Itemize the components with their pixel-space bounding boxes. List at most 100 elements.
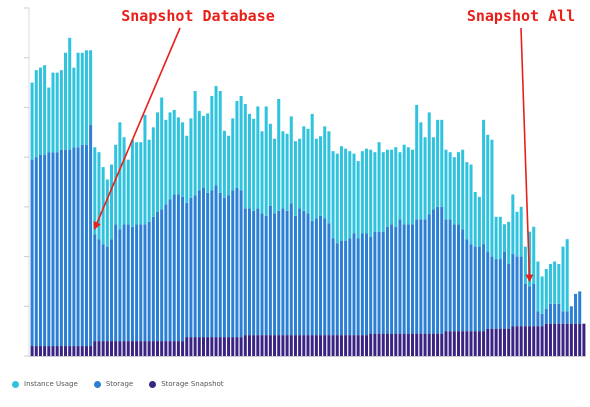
bar-storage-snapshot-63[interactable] bbox=[293, 335, 297, 356]
bar-storage-8[interactable] bbox=[64, 149, 68, 347]
bar-storage-snapshot-30[interactable] bbox=[156, 341, 160, 356]
bar-storage-snapshot-116[interactable] bbox=[515, 326, 519, 356]
bar-storage-snapshot-17[interactable] bbox=[101, 341, 105, 356]
bar-storage-117[interactable] bbox=[519, 256, 523, 327]
bar-storage-snapshot-14[interactable] bbox=[89, 346, 93, 356]
bar-storage-snapshot-4[interactable] bbox=[47, 346, 51, 356]
bar-storage-snapshot-91[interactable] bbox=[411, 333, 415, 356]
bar-instance-usage-128[interactable] bbox=[565, 239, 569, 312]
bar-storage-90[interactable] bbox=[406, 224, 410, 334]
bar-instance-usage-96[interactable] bbox=[431, 137, 435, 210]
bar-storage-70[interactable] bbox=[323, 218, 327, 336]
bar-storage-56[interactable] bbox=[264, 215, 268, 336]
bar-instance-usage-102[interactable] bbox=[456, 152, 460, 225]
bar-instance-usage-16[interactable] bbox=[97, 152, 101, 240]
bar-instance-usage-72[interactable] bbox=[331, 151, 335, 239]
bar-storage-86[interactable] bbox=[390, 224, 394, 334]
bar-storage-snapshot-36[interactable] bbox=[181, 341, 185, 356]
bar-storage-snapshot-61[interactable] bbox=[285, 335, 289, 356]
bar-instance-usage-31[interactable] bbox=[160, 97, 164, 210]
bar-instance-usage-65[interactable] bbox=[302, 126, 306, 211]
bar-storage-84[interactable] bbox=[381, 231, 385, 334]
bar-storage-snapshot-100[interactable] bbox=[448, 331, 452, 356]
bar-storage-snapshot-131[interactable] bbox=[578, 323, 582, 356]
bar-instance-usage-84[interactable] bbox=[381, 152, 385, 232]
bar-storage-50[interactable] bbox=[239, 190, 243, 338]
bar-storage-snapshot-55[interactable] bbox=[260, 335, 264, 356]
bar-instance-usage-53[interactable] bbox=[252, 118, 256, 211]
bar-storage-snapshot-42[interactable] bbox=[206, 337, 210, 356]
bar-storage-snapshot-92[interactable] bbox=[415, 333, 419, 356]
bar-storage-snapshot-59[interactable] bbox=[277, 335, 281, 356]
bar-storage-3[interactable] bbox=[43, 154, 47, 347]
bar-storage-46[interactable] bbox=[222, 197, 226, 338]
bar-storage-snapshot-99[interactable] bbox=[444, 331, 448, 356]
bar-instance-usage-123[interactable] bbox=[544, 269, 548, 309]
bar-storage-128[interactable] bbox=[565, 311, 569, 324]
bar-instance-usage-81[interactable] bbox=[369, 149, 373, 237]
bar-storage-81[interactable] bbox=[369, 236, 373, 334]
bar-storage-61[interactable] bbox=[285, 210, 289, 336]
bar-instance-usage-47[interactable] bbox=[227, 135, 231, 196]
bar-storage-95[interactable] bbox=[427, 214, 431, 334]
bar-instance-usage-69[interactable] bbox=[319, 136, 323, 216]
bar-storage-5[interactable] bbox=[51, 152, 55, 347]
bar-storage-snapshot-76[interactable] bbox=[348, 335, 352, 356]
bar-instance-usage-1[interactable] bbox=[34, 70, 38, 158]
bar-instance-usage-40[interactable] bbox=[197, 110, 201, 191]
bar-storage-snapshot-37[interactable] bbox=[185, 337, 189, 356]
bar-instance-usage-34[interactable] bbox=[172, 109, 176, 195]
bar-instance-usage-122[interactable] bbox=[540, 276, 544, 314]
bar-storage-114[interactable] bbox=[507, 264, 511, 329]
bar-storage-snapshot-31[interactable] bbox=[160, 341, 164, 356]
bar-storage-22[interactable] bbox=[122, 224, 126, 342]
bar-instance-usage-97[interactable] bbox=[436, 119, 440, 207]
bar-instance-usage-3[interactable] bbox=[43, 65, 47, 155]
bar-storage-snapshot-75[interactable] bbox=[344, 335, 348, 356]
bar-storage-snapshot-15[interactable] bbox=[93, 341, 97, 356]
bar-instance-usage-32[interactable] bbox=[164, 119, 168, 205]
bar-storage-23[interactable] bbox=[126, 224, 130, 342]
bar-storage-124[interactable] bbox=[548, 303, 552, 324]
bar-storage-109[interactable] bbox=[486, 251, 490, 329]
bar-storage-99[interactable] bbox=[444, 219, 448, 332]
bar-instance-usage-24[interactable] bbox=[130, 139, 134, 227]
bar-storage-48[interactable] bbox=[231, 190, 235, 338]
bar-storage-120[interactable] bbox=[532, 283, 536, 327]
bar-storage-113[interactable] bbox=[502, 251, 506, 329]
bar-storage-93[interactable] bbox=[419, 219, 423, 334]
bar-storage-snapshot-27[interactable] bbox=[143, 341, 147, 356]
bar-storage-snapshot-107[interactable] bbox=[477, 331, 481, 356]
bar-storage-26[interactable] bbox=[139, 224, 143, 342]
bar-instance-usage-86[interactable] bbox=[390, 149, 394, 225]
bar-storage-snapshot-80[interactable] bbox=[365, 335, 369, 356]
bar-storage-snapshot-74[interactable] bbox=[339, 335, 343, 356]
bar-storage-snapshot-67[interactable] bbox=[310, 335, 314, 356]
bar-instance-usage-15[interactable] bbox=[93, 147, 97, 235]
bar-storage-snapshot-113[interactable] bbox=[502, 328, 506, 356]
bar-instance-usage-55[interactable] bbox=[260, 131, 264, 214]
bar-storage-snapshot-16[interactable] bbox=[97, 341, 101, 356]
bar-instance-usage-37[interactable] bbox=[185, 135, 189, 203]
bar-storage-snapshot-128[interactable] bbox=[565, 323, 569, 356]
bar-instance-usage-93[interactable] bbox=[419, 122, 423, 220]
bar-instance-usage-77[interactable] bbox=[352, 153, 356, 234]
bar-storage-131[interactable] bbox=[578, 291, 582, 324]
bar-instance-usage-127[interactable] bbox=[561, 246, 565, 312]
bar-instance-usage-2[interactable] bbox=[38, 67, 42, 155]
bar-storage-28[interactable] bbox=[147, 221, 151, 342]
bar-storage-snapshot-58[interactable] bbox=[273, 335, 277, 356]
bar-instance-usage-59[interactable] bbox=[277, 98, 281, 211]
bar-storage-115[interactable] bbox=[511, 254, 515, 327]
bar-instance-usage-61[interactable] bbox=[285, 133, 289, 211]
bar-instance-usage-117[interactable] bbox=[519, 206, 523, 257]
bar-instance-usage-63[interactable] bbox=[293, 141, 297, 216]
bar-storage-snapshot-7[interactable] bbox=[59, 346, 63, 356]
bar-storage-snapshot-77[interactable] bbox=[352, 335, 356, 356]
bar-instance-usage-64[interactable] bbox=[298, 138, 302, 209]
bar-storage-snapshot-46[interactable] bbox=[222, 337, 226, 356]
bar-storage-127[interactable] bbox=[561, 311, 565, 324]
bar-storage-32[interactable] bbox=[164, 204, 168, 342]
bar-storage-100[interactable] bbox=[448, 219, 452, 332]
bar-instance-usage-38[interactable] bbox=[189, 118, 193, 198]
